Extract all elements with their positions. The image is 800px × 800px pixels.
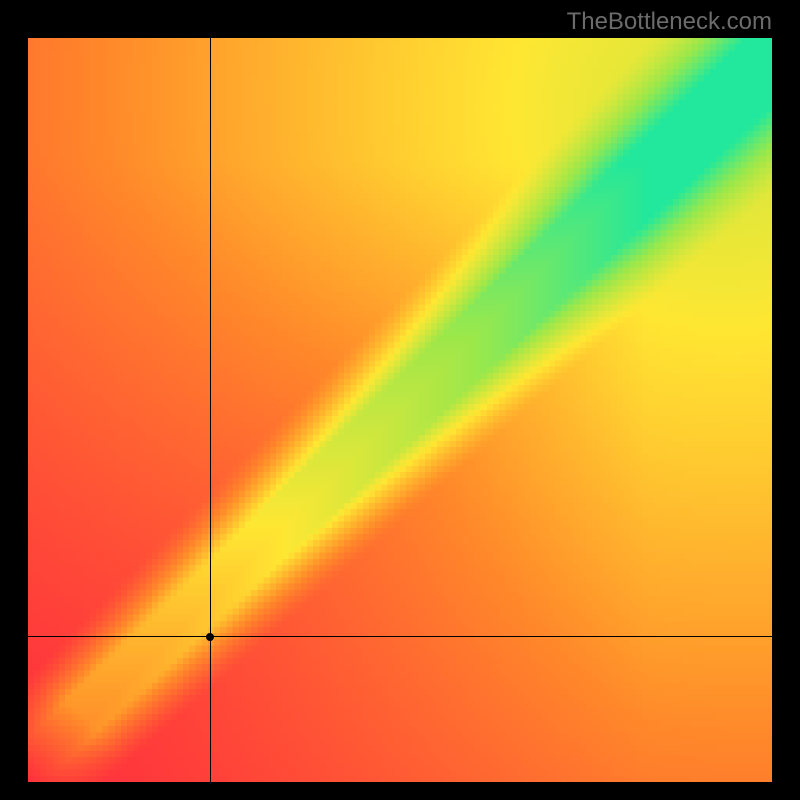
watermark-text: TheBottleneck.com	[567, 8, 772, 36]
chart-container: TheBottleneck.com	[0, 0, 800, 800]
plot-area	[28, 38, 772, 782]
crosshair-horizontal-line	[28, 636, 772, 637]
crosshair-vertical-line	[210, 38, 211, 782]
crosshair-marker	[206, 633, 214, 641]
heatmap-canvas	[28, 38, 772, 782]
